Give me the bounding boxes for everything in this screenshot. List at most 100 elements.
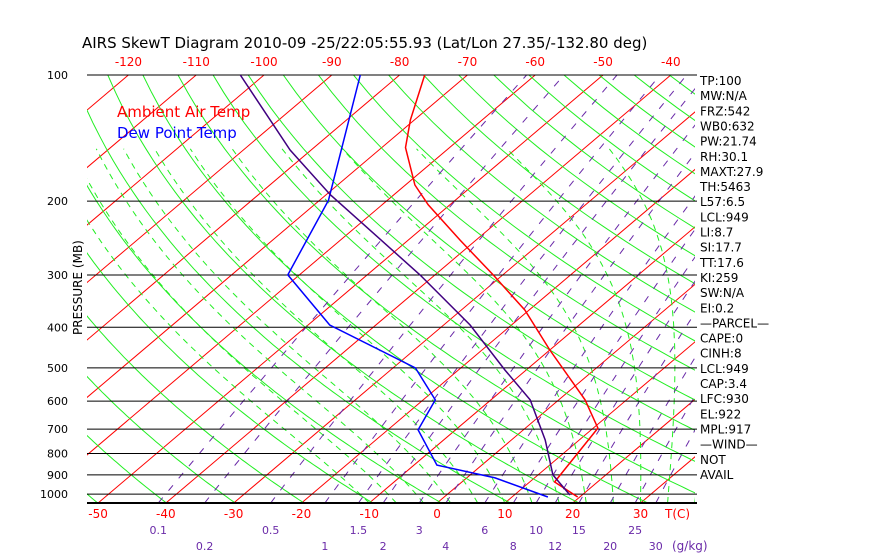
mixing-ratio-tick-label: 30	[649, 540, 663, 553]
moist-adiabat-line	[342, 148, 587, 503]
temp-unit-label: T(C)	[664, 507, 690, 521]
dry-adiabat-line	[353, 75, 695, 342]
moist-adiabat-line	[189, 148, 506, 503]
index-label: TT:17.6	[699, 256, 744, 270]
dry-adiabat-line	[107, 75, 580, 503]
index-label: MPL:917	[700, 422, 751, 436]
dry-adiabat-line	[87, 375, 236, 503]
dry-adiabat-line	[388, 75, 695, 313]
dry-adiabat-line	[87, 315, 305, 503]
index-label: NOT	[700, 453, 726, 467]
bottom-temp-tick-label: 20	[565, 507, 580, 521]
index-label: L57:6.5	[700, 195, 745, 209]
index-label: CAP:3.4	[700, 377, 747, 391]
isotherm-line	[301, 168, 695, 503]
pressure-tick-label: 400	[47, 321, 68, 334]
index-label: EL:922	[700, 407, 741, 421]
isotherm-line	[97, 75, 604, 503]
top-temp-tick-label: -110	[183, 55, 210, 69]
moist-adiabat-line	[416, 148, 614, 503]
bottom-temp-tick-label: 10	[497, 507, 512, 521]
top-temp-tick-label: -50	[593, 55, 613, 69]
bottom-temp-tick-label: 0	[433, 507, 441, 521]
bottom-temp-tick-label: -10	[359, 507, 379, 521]
isotherm-line	[436, 283, 695, 503]
pressure-tick-label: 500	[47, 362, 68, 375]
mixing-ratio-line	[382, 87, 695, 503]
mixing-ratio-tick-label: 6	[481, 524, 488, 537]
dry-adiabat-line	[247, 75, 695, 431]
bottom-temp-tick-label: -40	[156, 507, 176, 521]
mixing-ratio-tick-label: 12	[548, 540, 562, 553]
isotherm-line	[87, 75, 536, 456]
isotherm-line	[504, 341, 695, 503]
chart-title: AIRS SkewT Diagram 2010-09 -25/22:05:55.…	[82, 34, 647, 52]
legend-ambient-air-temp: Ambient Air Temp	[117, 103, 250, 121]
moist-adiabat-line	[231, 148, 533, 503]
moist-adiabat-line	[123, 148, 452, 503]
top-temp-tick-label: -100	[250, 55, 277, 69]
pressure-tick-label: 100	[47, 69, 68, 82]
moist-adiabat-line	[87, 177, 397, 503]
dry-adiabat-line	[87, 252, 373, 503]
bottom-temp-tick-label: -30	[224, 507, 244, 521]
index-label: PW:21.74	[700, 135, 757, 149]
index-label: SW:N/A	[700, 286, 745, 300]
top-temp-tick-label: -70	[458, 55, 478, 69]
dry-adiabat-line	[423, 75, 695, 285]
pressure-tick-label: 600	[47, 395, 68, 408]
mixing-ratio-tick-label: 1.5	[350, 524, 368, 537]
mixing-ratio-line	[270, 75, 618, 503]
pressure-tick-label: 1000	[40, 488, 68, 501]
pressure-tick-label: 300	[47, 269, 68, 282]
mixing-ratio-line	[655, 429, 695, 503]
dry-adiabat-line	[0, 75, 29, 503]
mixing-ratio-line	[204, 75, 565, 503]
dry-adiabat-line	[87, 108, 511, 503]
index-label: SI:17.7	[700, 241, 742, 255]
isotherm-line	[87, 75, 333, 284]
mixing-ratio-line	[554, 280, 695, 503]
pressure-tick-label: 700	[47, 423, 68, 436]
index-label: KI:259	[700, 271, 738, 285]
isotherm-line	[87, 75, 400, 341]
mixing-ratio-line	[634, 394, 695, 503]
index-label: AVAIL	[700, 468, 734, 482]
top-temp-tick-label: -120	[115, 55, 142, 69]
mixing-ratio-tick-label: 3	[416, 524, 423, 537]
pressure-tick-label: 800	[47, 447, 68, 460]
isotherm-line	[165, 75, 672, 503]
series-line-dew-point-temp	[286, 75, 549, 498]
index-label: RH:30.1	[700, 150, 748, 164]
isotherm-line	[233, 111, 695, 503]
bottom-temp-tick-label: -50	[88, 507, 108, 521]
dry-adiabat-line	[493, 75, 695, 229]
index-label: LFC:930	[700, 392, 749, 406]
series-line-parcel	[239, 75, 571, 496]
mixing-ratio-tick-label: 0.5	[262, 524, 280, 537]
mixing-ratio-line	[484, 195, 695, 503]
dry-adiabat-line	[458, 75, 695, 257]
isotherm-line	[572, 398, 695, 503]
index-label: CAPE:0	[700, 332, 743, 346]
mixing-ratio-tick-label: 1	[321, 540, 328, 553]
index-label: CINH:8	[700, 347, 742, 361]
mixing-ratio-line	[157, 75, 527, 503]
index-label: LCL:949	[700, 210, 749, 224]
isotherm-line	[87, 75, 197, 169]
isotherm-line	[87, 75, 468, 399]
dry-adiabat-line	[282, 75, 695, 401]
index-label: TP:100	[699, 74, 742, 88]
mixing-ratio-tick-label: 20	[603, 540, 617, 553]
dry-adiabat-line	[87, 434, 167, 503]
top-temp-tick-label: -90	[322, 55, 342, 69]
dry-adiabat-line	[318, 75, 695, 371]
moist-adiabat-line	[506, 148, 642, 503]
legend-dew-point-temp: Dew Point Temp	[117, 124, 237, 142]
index-label: MAXT:27.9	[700, 165, 763, 179]
dry-adiabat-line	[775, 75, 870, 503]
mixing-ratio-line	[357, 75, 687, 503]
index-label: FRZ:542	[700, 104, 750, 118]
mixing-ratio-unit-label: (g/kg)	[672, 539, 708, 553]
